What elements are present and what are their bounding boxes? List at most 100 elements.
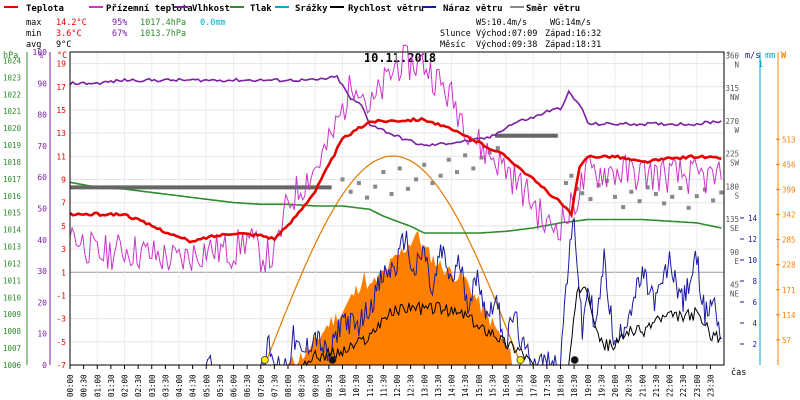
wind-direction-point bbox=[678, 186, 683, 191]
wind-direction-point bbox=[629, 189, 634, 194]
sunset-marker bbox=[516, 356, 525, 364]
hpa-tick-label: 1009 bbox=[3, 310, 21, 319]
wind-direction-point bbox=[438, 173, 443, 178]
radiation-tick-label: 342 bbox=[782, 211, 796, 220]
wind-direction-point bbox=[340, 177, 345, 182]
wind-direction-point bbox=[621, 205, 626, 210]
stats-min-hum: 67% bbox=[112, 29, 127, 39]
moonrise-marker bbox=[328, 356, 337, 364]
wind-direction-point bbox=[381, 170, 386, 175]
time-tick-label: 20:30 bbox=[625, 374, 634, 397]
direction-tick-label: 180 bbox=[725, 182, 739, 191]
wind-direction-point bbox=[588, 197, 593, 202]
hpa-tick-label: 1023 bbox=[3, 73, 21, 82]
time-tick-label: 01:30 bbox=[107, 374, 116, 397]
time-tick-label: 12:00 bbox=[393, 374, 402, 397]
percent-tick-label: 90 bbox=[37, 79, 47, 88]
wind-direction-point bbox=[397, 166, 402, 171]
time-tick-label: 07:30 bbox=[270, 374, 279, 397]
wind-direction-point bbox=[487, 150, 492, 155]
time-tick-label: 18:00 bbox=[557, 374, 566, 397]
stats-max-rain: 0.0mm bbox=[200, 18, 226, 28]
legend-pressure: Tlak bbox=[250, 4, 272, 14]
stats-max-label: max bbox=[26, 18, 41, 28]
hpa-tick-label: 1015 bbox=[3, 209, 21, 218]
stats-max-hum: 95% bbox=[112, 18, 127, 28]
info-ws: WS:10.4m/s bbox=[476, 18, 527, 28]
time-tick-label: 07:00 bbox=[257, 374, 266, 397]
time-tick-label: 18:30 bbox=[570, 374, 579, 397]
hpa-tick-label: 1014 bbox=[3, 226, 22, 235]
wind-direction-point bbox=[365, 195, 370, 200]
hpa-tick-label: 1022 bbox=[3, 90, 21, 99]
hpa-tick-label: 1011 bbox=[3, 276, 21, 285]
percent-tick-label: 40 bbox=[37, 236, 47, 245]
wind-direction-point bbox=[479, 155, 484, 160]
wind-direction-point bbox=[686, 205, 691, 210]
wind-tick-label: 14 bbox=[748, 214, 758, 223]
celsius-tick-label: 15 bbox=[56, 106, 66, 115]
time-tick-label: 19:30 bbox=[597, 374, 606, 397]
direction-tick-label: 135 bbox=[725, 215, 739, 224]
hpa-tick-label: 1019 bbox=[3, 141, 21, 150]
plot-frame bbox=[69, 51, 725, 366]
time-tick-label: 10:30 bbox=[352, 374, 361, 397]
time-tick-label: 11:30 bbox=[379, 374, 388, 397]
time-tick-label: 16:00 bbox=[502, 374, 511, 397]
wind-tick-label: 6 bbox=[752, 298, 757, 307]
time-tick-label: 04:30 bbox=[189, 374, 198, 397]
time-tick-label: 03:00 bbox=[148, 374, 157, 397]
celsius-tick-label: 19 bbox=[56, 60, 66, 69]
time-tick-label: 00:30 bbox=[80, 374, 89, 397]
radiation-tick-label: 57 bbox=[782, 336, 791, 345]
info-block: WS:10.4m/s WG:14m/s Slunce Východ:07:09 … bbox=[440, 18, 601, 50]
wind-direction-point bbox=[471, 166, 476, 171]
time-tick-label: 14:30 bbox=[461, 374, 470, 397]
hpa-tick-label: 1020 bbox=[3, 124, 22, 133]
wind-direction-point bbox=[430, 181, 435, 186]
celsius-tick-label: -3 bbox=[56, 315, 66, 324]
hpa-tick-label: 1024 bbox=[3, 56, 22, 65]
info-moon-label: Měsíc bbox=[440, 40, 466, 50]
wind-direction-point bbox=[563, 181, 568, 186]
celsius-tick-label: 13 bbox=[56, 129, 66, 138]
time-tick-label: 09:30 bbox=[325, 374, 334, 397]
percent-tick-label: 70 bbox=[37, 142, 47, 151]
hpa-tick-label: 1021 bbox=[3, 107, 21, 116]
wind-direction-point bbox=[454, 170, 459, 175]
wind-tick-label: 10 bbox=[748, 256, 758, 265]
info-sunrise: Východ:07:09 bbox=[476, 29, 537, 39]
hpa-tick-label: 1017 bbox=[3, 175, 21, 184]
direction-tick-label: 315 bbox=[725, 84, 739, 93]
hpa-tick-label: 1007 bbox=[3, 344, 21, 353]
time-tick-label: 05:00 bbox=[202, 374, 211, 397]
stats-avg-temp: 9°C bbox=[56, 40, 71, 50]
wind-direction-point bbox=[389, 191, 394, 196]
hpa-tick-label: 1006 bbox=[3, 361, 22, 370]
stats-min-press: 1013.7hPa bbox=[140, 29, 186, 39]
direction-tick-name: W bbox=[734, 126, 739, 135]
celsius-tick-label: 5 bbox=[61, 222, 66, 231]
time-tick-label: 02:00 bbox=[121, 374, 130, 397]
radiation-area bbox=[288, 230, 515, 365]
legend-rain: Srážky bbox=[295, 4, 328, 14]
stats-max-temp: 14.2°C bbox=[56, 18, 87, 28]
direction-tick-name: SW bbox=[730, 159, 740, 168]
percent-tick-label: 10 bbox=[37, 330, 47, 339]
time-tick-label: 23:00 bbox=[693, 374, 702, 397]
wind-direction-point bbox=[463, 153, 468, 158]
moonset-marker bbox=[570, 356, 579, 364]
info-wg: WG:14m/s bbox=[550, 18, 591, 28]
wind-direction-point bbox=[719, 190, 724, 195]
time-tick-label: 19:00 bbox=[584, 374, 593, 397]
percent-tick-label: 20 bbox=[37, 298, 47, 307]
stats-block: max 14.2°C 95% 1017.4hPa 0.0mm min 3.6°C… bbox=[26, 18, 226, 50]
celsius-tick-label: 11 bbox=[56, 152, 66, 161]
legend-humidity: Vlhkost bbox=[192, 4, 230, 14]
celsius-tick-label: -7 bbox=[56, 361, 66, 370]
legend-wind-gust: Náraz větru bbox=[443, 3, 503, 14]
direction-tick-label: 90 bbox=[730, 248, 740, 257]
wind-tick-label: 8 bbox=[752, 277, 757, 286]
wind-direction-point bbox=[670, 194, 675, 199]
clear-sky-radiation-curve bbox=[264, 155, 522, 366]
